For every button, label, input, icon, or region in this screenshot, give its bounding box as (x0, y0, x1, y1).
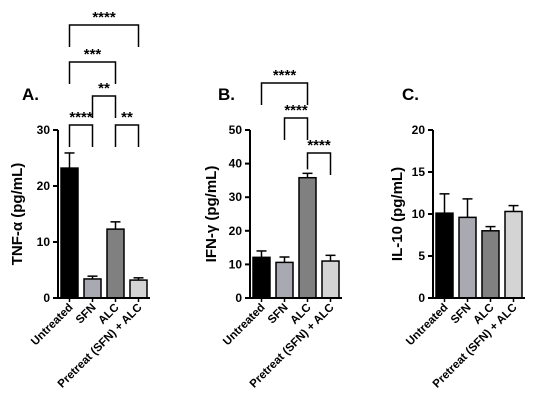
panel-letter: C. (402, 85, 419, 104)
bar-1 (435, 212, 454, 299)
significance-label: **** (307, 137, 331, 154)
y-tick-label: 5 (418, 249, 425, 263)
y-tick-label: 0 (235, 291, 242, 305)
significance-label: **** (273, 67, 297, 84)
bar-4 (129, 279, 148, 299)
significance-label: ** (121, 109, 133, 126)
chart-panel-3: C.IL-10 (pg/mL)05101520UntreatedSFNALCPr… (389, 85, 525, 390)
y-tick-label: 20 (229, 224, 243, 238)
y-tick-label: 10 (412, 207, 426, 221)
significance-bracket (68, 61, 117, 84)
y-tick-label: 10 (229, 257, 243, 271)
y-tick-label: 30 (37, 123, 51, 137)
panel-letter: A. (22, 85, 39, 104)
x-tick-label: Untreated (29, 302, 75, 348)
significance-label: **** (69, 109, 93, 126)
significance-bracket (283, 117, 309, 140)
significance-bracket (68, 124, 94, 147)
y-tick-label: 15 (412, 165, 426, 179)
y-tick-label: 10 (37, 235, 51, 249)
significance-label: ** (98, 80, 110, 97)
x-tick-label: Untreated (404, 302, 450, 348)
bar-1 (252, 256, 271, 299)
bar-4 (504, 210, 523, 299)
y-tick-label: 20 (37, 179, 51, 193)
significance-bracket (91, 95, 117, 118)
significance-label: **** (92, 9, 116, 26)
bar-1 (60, 167, 79, 299)
y-tick-label: 0 (43, 291, 50, 305)
significance-bracket (68, 24, 140, 47)
y-tick-label: 50 (229, 123, 243, 137)
significance-bracket (114, 124, 140, 147)
y-axis-label: TNF-α (pg/mL) (9, 163, 26, 266)
significance-label: *** (84, 46, 102, 63)
panel-letter: B. (218, 85, 235, 104)
significance-bracket (260, 82, 309, 105)
y-axis-label: IL-10 (pg/mL) (389, 167, 406, 261)
bar-4 (321, 260, 340, 299)
significance-label: **** (284, 102, 308, 119)
y-tick-label: 20 (412, 123, 426, 137)
significance-bracket (306, 152, 332, 175)
bar-3 (481, 230, 500, 299)
bar-2 (83, 278, 102, 299)
bar-2 (458, 216, 477, 299)
y-tick-label: 0 (418, 291, 425, 305)
y-tick-label: 30 (229, 190, 243, 204)
chart-panel-1: A.TNF-α (pg/mL)0102030UntreatedSFNALCPre… (9, 9, 150, 390)
y-axis-label: IFN-γ (pg/mL) (203, 166, 220, 263)
x-tick-label: SFN (266, 302, 291, 327)
chart-panel-2: B.IFN-γ (pg/mL)01020304050UntreatedSFNAL… (203, 67, 342, 390)
y-tick-label: 40 (229, 157, 243, 171)
bar-2 (275, 261, 294, 299)
bar-3 (106, 228, 125, 299)
x-tick-label: Untreated (221, 302, 267, 348)
bar-3 (298, 176, 317, 299)
x-tick-label: SFN (74, 302, 99, 327)
x-tick-label: SFN (449, 302, 474, 327)
